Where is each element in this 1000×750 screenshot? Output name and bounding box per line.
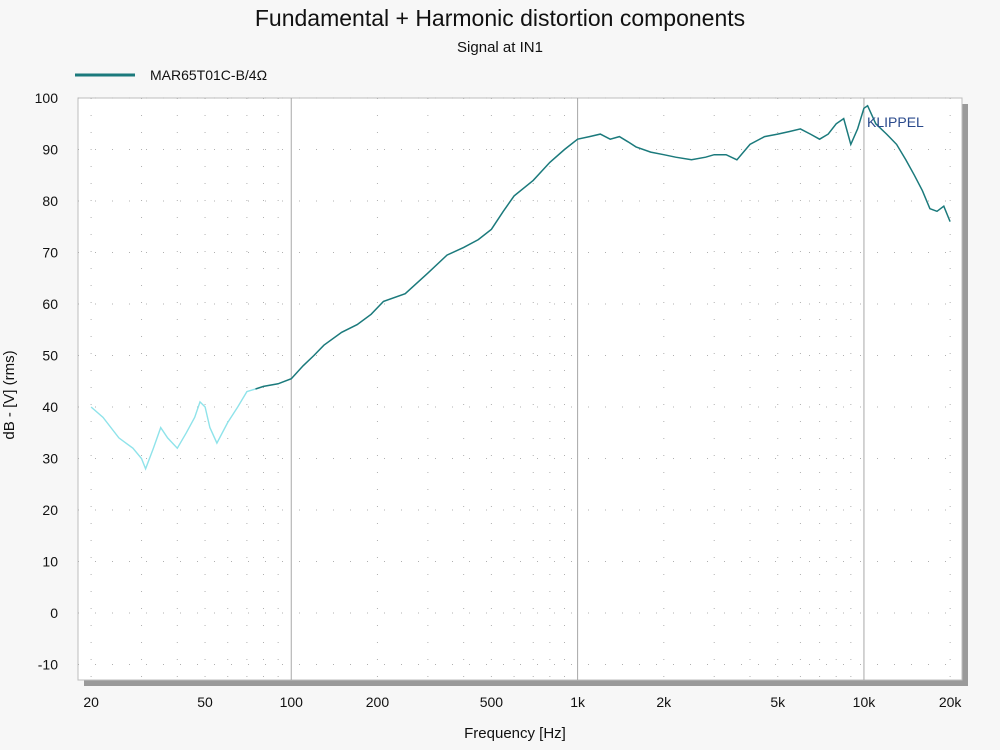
x-tick-label: 50 (197, 694, 213, 710)
y-tick-label: 80 (42, 193, 58, 209)
grid (78, 97, 962, 680)
legend: MAR65T01C-B/4Ω (75, 67, 267, 83)
plot-area (77, 97, 963, 681)
y-axis-label: dB - [V] (rms) (1, 350, 18, 439)
y-tick-label: 20 (42, 502, 58, 518)
x-tick-label: 5k (770, 694, 786, 710)
y-tick-label: 40 (42, 399, 58, 415)
series-line-low-freq (90, 388, 256, 471)
x-tick-label: 100 (280, 694, 304, 710)
y-tick-label: 30 (42, 451, 58, 467)
x-tick-label: 20 (83, 694, 99, 710)
chart-title: Fundamental + Harmonic distortion compon… (255, 5, 745, 31)
x-tick-label: 2k (656, 694, 672, 710)
y-tick-label: 70 (42, 245, 58, 261)
series-line (255, 104, 951, 390)
plot-shadow-bottom (84, 680, 968, 686)
watermark-label: KLIPPEL (867, 114, 924, 130)
series-layer (90, 104, 951, 471)
y-tick-label: 90 (42, 142, 58, 158)
x-tick-label: 10k (853, 694, 877, 710)
plot-shadow-right (962, 104, 968, 686)
legend-label: MAR65T01C-B/4Ω (150, 67, 267, 83)
chart-subtitle: Signal at IN1 (457, 39, 543, 56)
y-tick-label: 100 (35, 90, 59, 106)
x-tick-labels: 20 50 100 200 500 1k 2k 5k 10k 20k (83, 694, 962, 710)
x-tick-label: 1k (570, 694, 586, 710)
y-tick-label: 60 (42, 296, 58, 312)
x-axis-label: Frequency [Hz] (464, 725, 566, 742)
x-tick-label: 20k (939, 694, 963, 710)
x-tick-label: 200 (366, 694, 390, 710)
x-tick-label: 500 (480, 694, 504, 710)
plot-frame (77, 97, 968, 686)
y-tick-label: 50 (42, 348, 58, 364)
y-tick-label: -10 (38, 657, 58, 673)
y-tick-label: 10 (42, 554, 58, 570)
y-tick-label: 0 (50, 605, 58, 621)
